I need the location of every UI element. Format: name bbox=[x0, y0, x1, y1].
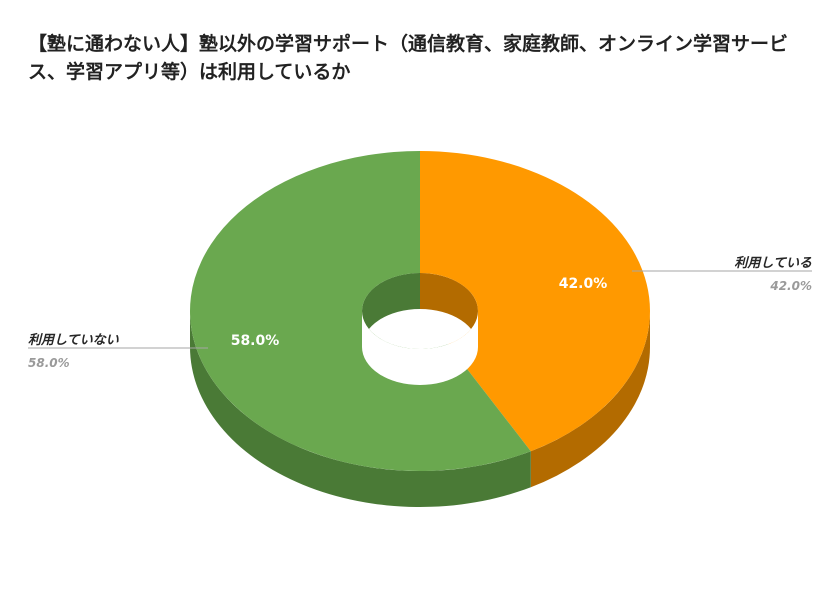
hole-wall-1-1 bbox=[362, 273, 420, 347]
callout-percent-label-1: 58.0% bbox=[28, 356, 70, 370]
category-label-0: 利用している bbox=[734, 255, 812, 271]
hole-floor bbox=[362, 311, 478, 385]
hole-wall-0-0 bbox=[420, 273, 478, 347]
category-label-1: 利用していない bbox=[28, 332, 120, 348]
leader-lines bbox=[28, 270, 812, 349]
chart-title: 【塾に通わない人】塾以外の学習サポート（通信教育、家庭教師、オンライン学習サービ… bbox=[28, 33, 789, 83]
labels: 利用している 42.0% 42.0% 利用していない 58.0% 58.0% bbox=[28, 255, 812, 370]
side-wall-1 bbox=[190, 311, 531, 507]
doughnut-hole bbox=[362, 273, 478, 347]
doughnut-side-walls bbox=[190, 311, 650, 507]
slice-1 bbox=[189, 151, 531, 472]
side-wall-0 bbox=[530, 311, 650, 488]
callout-percent-label-0: 42.0% bbox=[769, 279, 812, 293]
slice-0 bbox=[420, 151, 650, 452]
slice-data-label-0: 42.0% bbox=[559, 276, 608, 292]
slice-data-label-1: 58.0% bbox=[231, 333, 280, 349]
doughnut-top-faces bbox=[189, 151, 650, 472]
